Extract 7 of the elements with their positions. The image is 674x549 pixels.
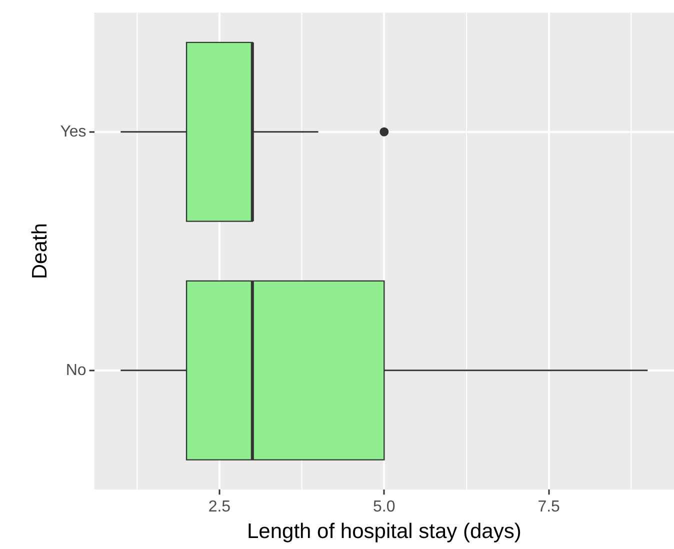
- x-tick-label: 7.5: [538, 498, 560, 516]
- y-tick-label: No: [66, 362, 86, 379]
- y-tick-label: Yes: [60, 123, 86, 140]
- x-tick-label: 5.0: [373, 498, 396, 516]
- y-axis-title: Death: [28, 223, 52, 280]
- x-tick-label: 2.5: [208, 498, 231, 516]
- x-axis-title: Length of hospital stay (days): [246, 520, 522, 544]
